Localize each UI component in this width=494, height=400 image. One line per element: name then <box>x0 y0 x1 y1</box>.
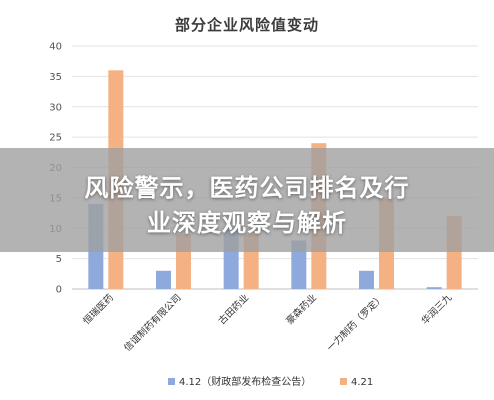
headline-banner: 风险警示，医药公司排名及行 业深度观察与解析 <box>0 148 494 252</box>
legend-label: 4.21 <box>351 377 373 388</box>
y-tick-label: 0 <box>56 285 62 296</box>
y-tick-label: 25 <box>49 133 62 144</box>
y-tick-label: 5 <box>56 254 62 265</box>
headline-line-1: 风险警示，医药公司排名及行 <box>84 174 410 202</box>
y-tick-label: 30 <box>49 102 62 113</box>
category-label: 古田药业 <box>216 292 251 327</box>
y-tick-label: 35 <box>49 72 62 83</box>
category-label: 信谊制药有限公司 <box>121 292 183 354</box>
category-label: 一力制药（罗定） <box>324 292 386 354</box>
legend-swatch <box>168 378 175 385</box>
category-label: 豪森药业 <box>284 292 319 327</box>
legend-label: 4.12（财政部发布检查公告） <box>179 375 311 388</box>
bar-series-1 <box>156 270 171 289</box>
legend-swatch <box>340 378 347 385</box>
category-label: 恒瑞医药 <box>81 292 116 327</box>
category-label: 华润三九 <box>419 291 455 327</box>
headline-line-2: 业深度观察与解析 <box>147 209 347 237</box>
y-tick-label: 40 <box>49 42 62 53</box>
bar-series-1 <box>291 240 307 289</box>
chart-title: 部分企业风险值变动 <box>174 16 319 34</box>
bar-series-1 <box>359 270 374 289</box>
bar-series-1 <box>426 287 442 289</box>
